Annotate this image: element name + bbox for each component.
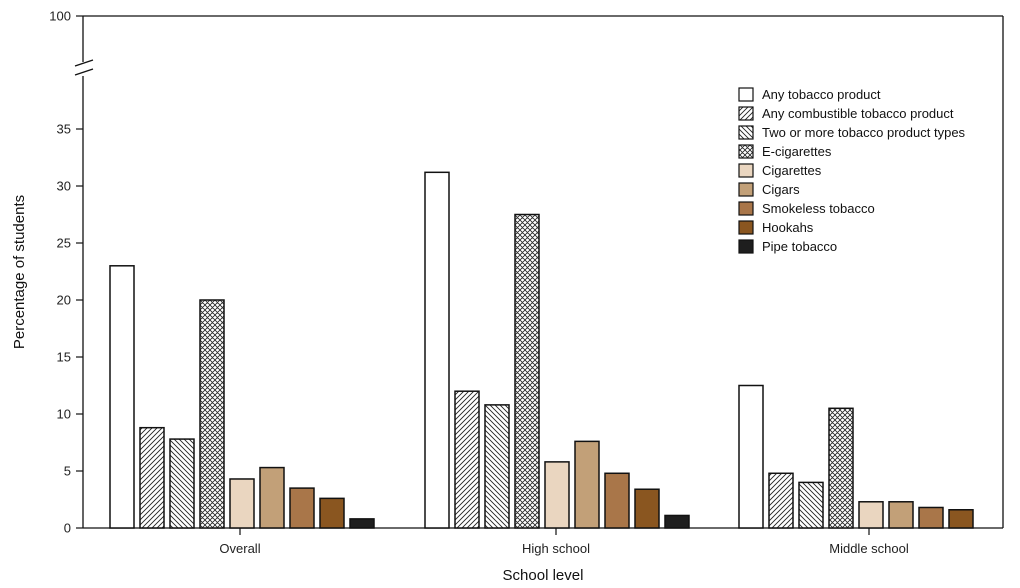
- legend-swatch-any-combustible-tobacco-product: [738, 106, 754, 121]
- bar-overall-any-combustible-tobacco-product: [139, 426, 165, 529]
- bar-high-school-any-tobacco-product: [424, 171, 450, 529]
- bar-high-school-cigars: [574, 440, 600, 529]
- legend-label-pipe-tobacco: Pipe tobacco: [762, 239, 837, 254]
- bar-overall-hookahs: [319, 497, 345, 529]
- y-tick-label-5: 5: [64, 464, 71, 479]
- legend-label-two-or-more-tobacco-product-types: Two or more tobacco product types: [762, 125, 966, 140]
- y-tick-label-15: 15: [57, 350, 71, 365]
- legend-swatch-cigars: [738, 182, 754, 197]
- bar-high-school-e-cigarettes: [514, 213, 540, 529]
- bar-overall-any-tobacco-product: [109, 265, 135, 529]
- bar-high-school-cigarettes: [544, 461, 570, 529]
- bar-middle-school-any-combustible-tobacco-product: [768, 472, 794, 529]
- y-tick-label-30: 30: [57, 179, 71, 194]
- bar-high-school-pipe-tobacco: [664, 514, 690, 529]
- legend-label-any-tobacco-product: Any tobacco product: [762, 87, 881, 102]
- legend-swatch-two-or-more-tobacco-product-types: [738, 125, 754, 140]
- x-tick-label-middle-school: Middle school: [829, 541, 909, 556]
- legend-label-cigars: Cigars: [762, 182, 800, 197]
- bar-overall-cigarettes: [229, 478, 255, 529]
- bar-high-school-smokeless-tobacco: [604, 472, 630, 529]
- x-axis-ticks: Overall High school Middle school: [219, 528, 909, 556]
- bar-middle-school-smokeless-tobacco: [918, 506, 944, 529]
- x-axis-title: School level: [503, 567, 584, 584]
- legend-label-smokeless-tobacco: Smokeless tobacco: [762, 201, 875, 216]
- bar-high-school-two-or-more-tobacco-product-types: [484, 404, 510, 529]
- y-tick-label-35: 35: [57, 122, 71, 137]
- legend-label-e-cigarettes: E-cigarettes: [762, 144, 832, 159]
- legend-swatch-e-cigarettes: [738, 144, 754, 159]
- legend-swatch-smokeless-tobacco: [738, 201, 754, 216]
- bar-middle-school-e-cigarettes: [828, 407, 854, 529]
- legend-label-any-combustible-tobacco-product: Any combustible tobacco product: [762, 106, 954, 121]
- legend: Any tobacco product Any combustible tobac…: [738, 87, 966, 254]
- y-tick-label-100: 100: [49, 9, 71, 24]
- y-axis-title: Percentage of students: [11, 195, 28, 349]
- bar-overall-smokeless-tobacco: [289, 487, 315, 529]
- legend-swatch-hookahs: [738, 220, 754, 235]
- bar-middle-school-cigarettes: [858, 501, 884, 529]
- legend-swatch-any-tobacco-product: [738, 87, 754, 102]
- y-axis-ticks: 0 5 10 15 20 25 30 35: [57, 122, 83, 536]
- x-tick-label-overall: Overall: [219, 541, 260, 556]
- legend-swatch-cigarettes: [738, 163, 754, 178]
- bar-middle-school-any-tobacco-product: [738, 384, 764, 529]
- y-tick-label-10: 10: [57, 407, 71, 422]
- bars: [109, 171, 974, 529]
- y-tick-label-25: 25: [57, 236, 71, 251]
- bar-high-school-hookahs: [634, 488, 660, 529]
- axis-break-mark-lower: [74, 68, 94, 76]
- x-tick-label-high-school: High school: [522, 541, 590, 556]
- y-tick-label-20: 20: [57, 293, 71, 308]
- axis-break-mark-upper: [74, 59, 94, 67]
- bar-middle-school-two-or-more-tobacco-product-types: [798, 481, 824, 529]
- y-tick-label-0: 0: [64, 521, 71, 536]
- bar-overall-e-cigarettes: [199, 299, 225, 529]
- legend-swatch-pipe-tobacco: [738, 239, 754, 254]
- bar-high-school-any-combustible-tobacco-product: [454, 390, 480, 529]
- bar-overall-cigars: [259, 466, 285, 529]
- bar-middle-school-cigars: [888, 501, 914, 529]
- bar-overall-two-or-more-tobacco-product-types: [169, 438, 195, 529]
- legend-label-hookahs: Hookahs: [762, 220, 814, 235]
- bar-overall-pipe-tobacco: [349, 518, 375, 529]
- legend-label-cigarettes: Cigarettes: [762, 163, 822, 178]
- bar-middle-school-hookahs: [948, 509, 974, 529]
